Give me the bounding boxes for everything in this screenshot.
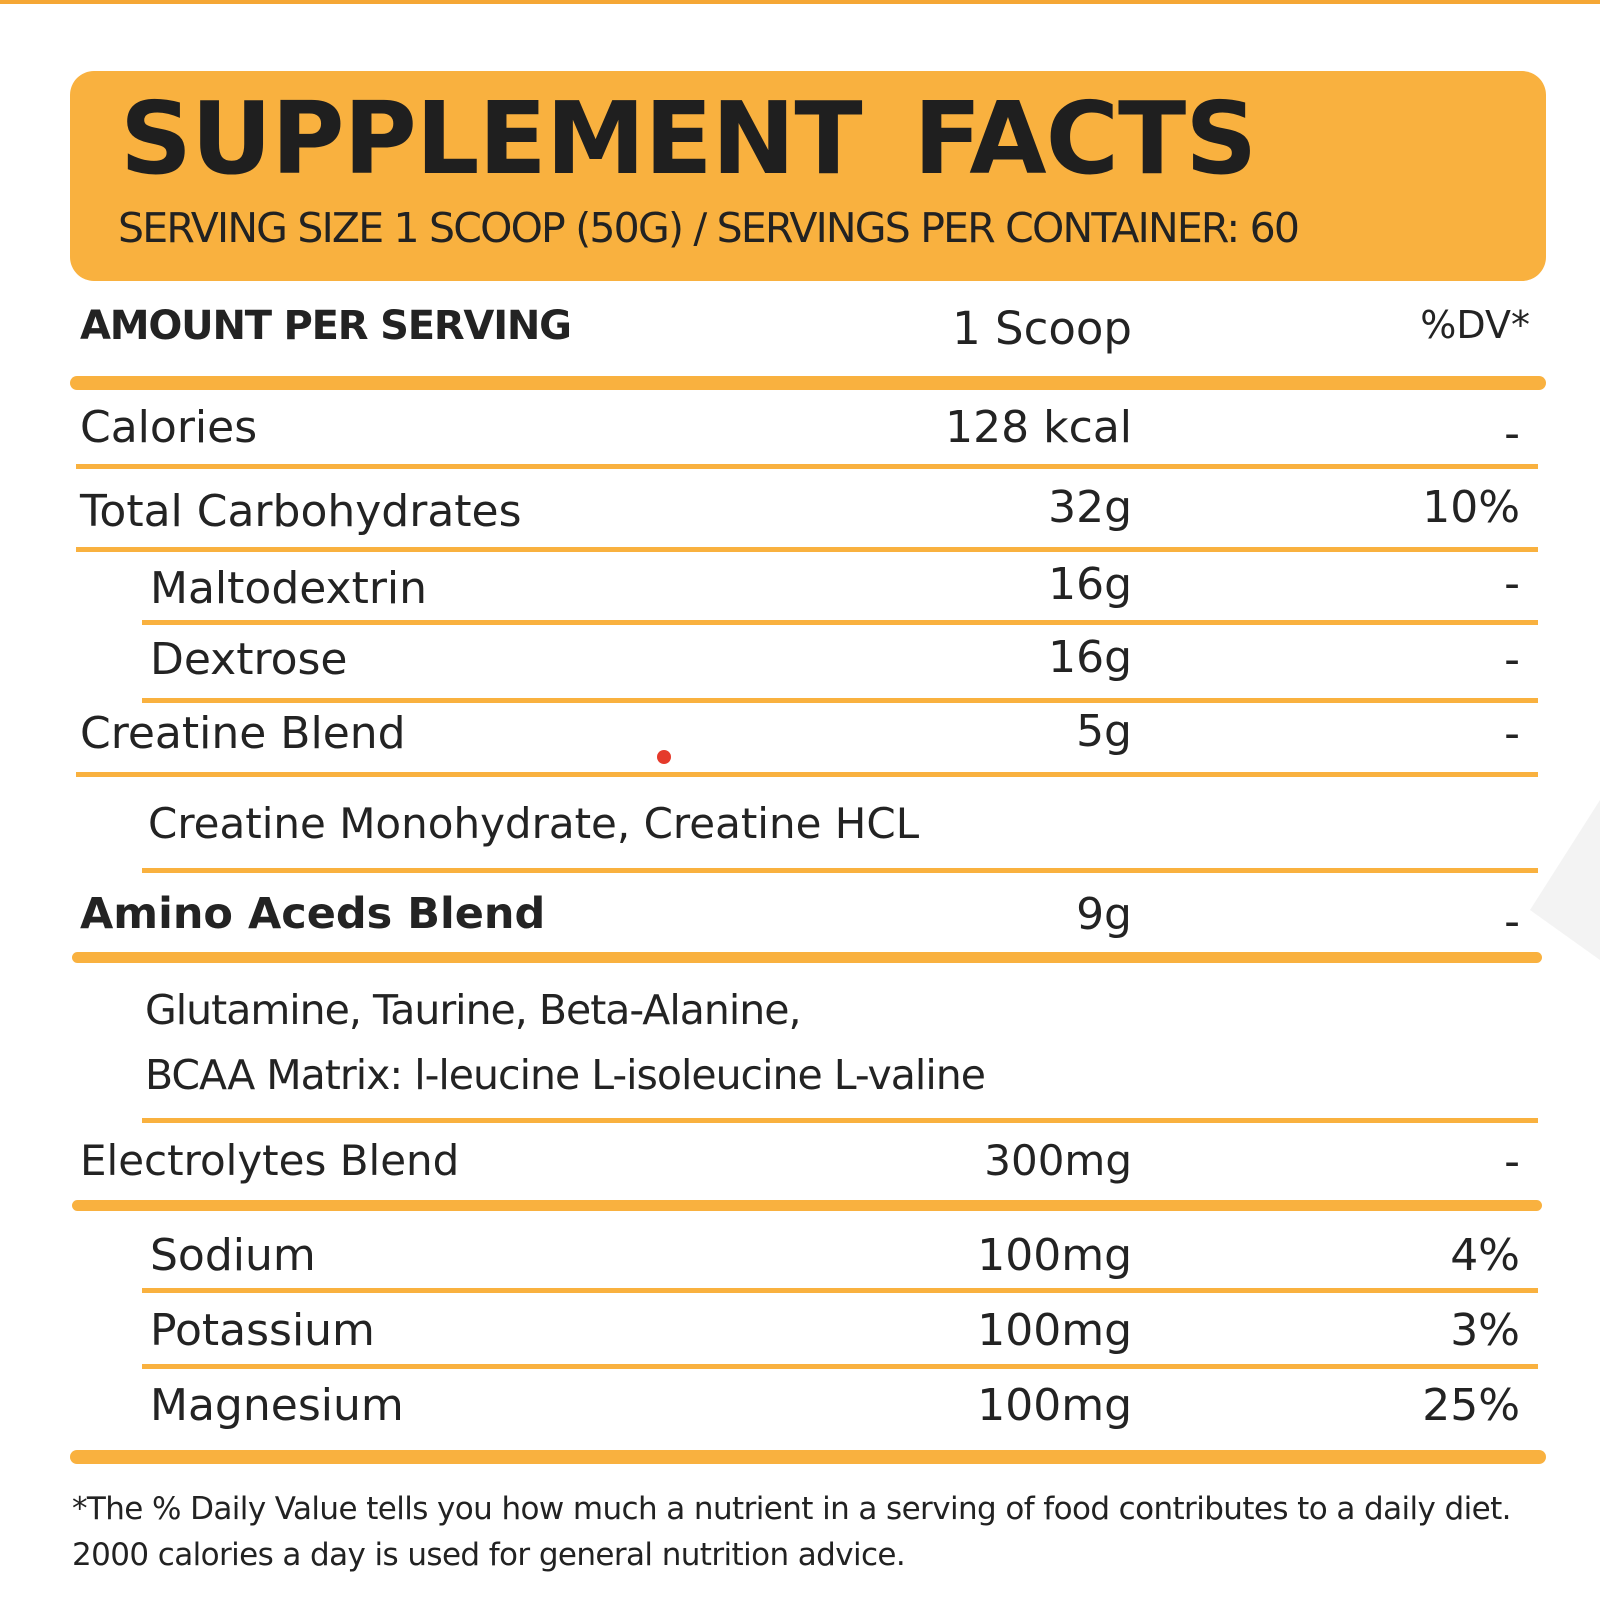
row-dv-sodium: 4% (1450, 1230, 1520, 1281)
top-border (0, 0, 1600, 4)
row-amount-sodium: 100mg (977, 1230, 1132, 1281)
header-divider (70, 376, 1546, 390)
bottom-divider (70, 1450, 1546, 1464)
row-divider (142, 1288, 1538, 1293)
header-banner: SUPPLEMENT FACTS SERVING SIZE 1 SCOOP (5… (70, 71, 1546, 281)
serving-info: SERVING SIZE 1 SCOOP (50G) / SERVINGS PE… (118, 204, 1300, 252)
row-dv-maltodextrin: - (1504, 558, 1520, 609)
row-dv-potassium: 3% (1450, 1305, 1520, 1356)
red-dot-marker (657, 750, 671, 764)
page-title: SUPPLEMENT FACTS (120, 80, 1257, 197)
row-amount-dextrose: 16g (1048, 632, 1132, 683)
daily-value-footnote: *The % Daily Value tells you how much a … (72, 1491, 1511, 1573)
row-label-creatine-blend: Creatine Blend (80, 708, 406, 759)
column-header-dv: %DV* (1420, 303, 1530, 347)
row-amount-calories: 128 kcal (945, 402, 1132, 453)
amino-blend-ingredients-line1: Glutamine, Taurine, Beta-Alanine, (145, 986, 801, 1034)
row-dv-dextrose: - (1504, 634, 1520, 685)
amino-blend-ingredients-line2: BCAA Matrix: l-leucine L-isoleucine L-va… (145, 1051, 986, 1099)
column-header-amount-per-serving: AMOUNT PER SERVING (80, 303, 572, 349)
row-dv-calories: - (1504, 408, 1520, 459)
row-label-electrolytes-blend: Electrolytes Blend (80, 1136, 460, 1185)
row-divider (142, 1118, 1538, 1123)
row-dv-magnesium: 25% (1422, 1380, 1520, 1431)
row-amount-electrolytes-blend: 300mg (984, 1136, 1132, 1185)
row-amount-total-carbohydrates: 32g (1048, 482, 1132, 533)
row-label-calories: Calories (80, 402, 258, 453)
section-divider (72, 1200, 1542, 1211)
row-divider (76, 547, 1538, 552)
row-amount-creatine-blend: 5g (1076, 706, 1132, 757)
row-amount-magnesium: 100mg (977, 1380, 1132, 1431)
row-divider (142, 868, 1538, 873)
row-label-amino-aceds-blend: Amino Aceds Blend (80, 889, 546, 939)
row-label-total-carbohydrates: Total Carbohydrates (80, 486, 522, 537)
row-label-potassium: Potassium (150, 1305, 375, 1356)
row-label-magnesium: Magnesium (150, 1380, 404, 1431)
row-divider (142, 698, 1538, 703)
row-amount-maltodextrin: 16g (1048, 559, 1132, 610)
section-divider (72, 952, 1542, 963)
row-dv-total-carbohydrates: 10% (1422, 482, 1520, 533)
row-label-maltodextrin: Maltodextrin (150, 563, 428, 614)
row-divider (76, 464, 1538, 469)
row-dv-amino-aceds-blend: - (1504, 896, 1520, 947)
creatine-blend-ingredients: Creatine Monohydrate, Creatine HCL (148, 799, 920, 848)
row-divider (76, 772, 1538, 777)
row-dv-electrolytes-blend: - (1504, 1136, 1520, 1187)
row-label-sodium: Sodium (150, 1230, 316, 1281)
row-divider (142, 1364, 1538, 1369)
row-dv-creatine-blend: - (1504, 708, 1520, 759)
row-label-dextrose: Dextrose (150, 634, 348, 685)
column-header-scoop: 1 Scoop (952, 302, 1132, 355)
decorative-arrow-icon (1530, 800, 1600, 960)
row-amount-amino-aceds-blend: 9g (1076, 889, 1132, 940)
row-divider (142, 620, 1538, 625)
row-amount-potassium: 100mg (977, 1305, 1132, 1356)
